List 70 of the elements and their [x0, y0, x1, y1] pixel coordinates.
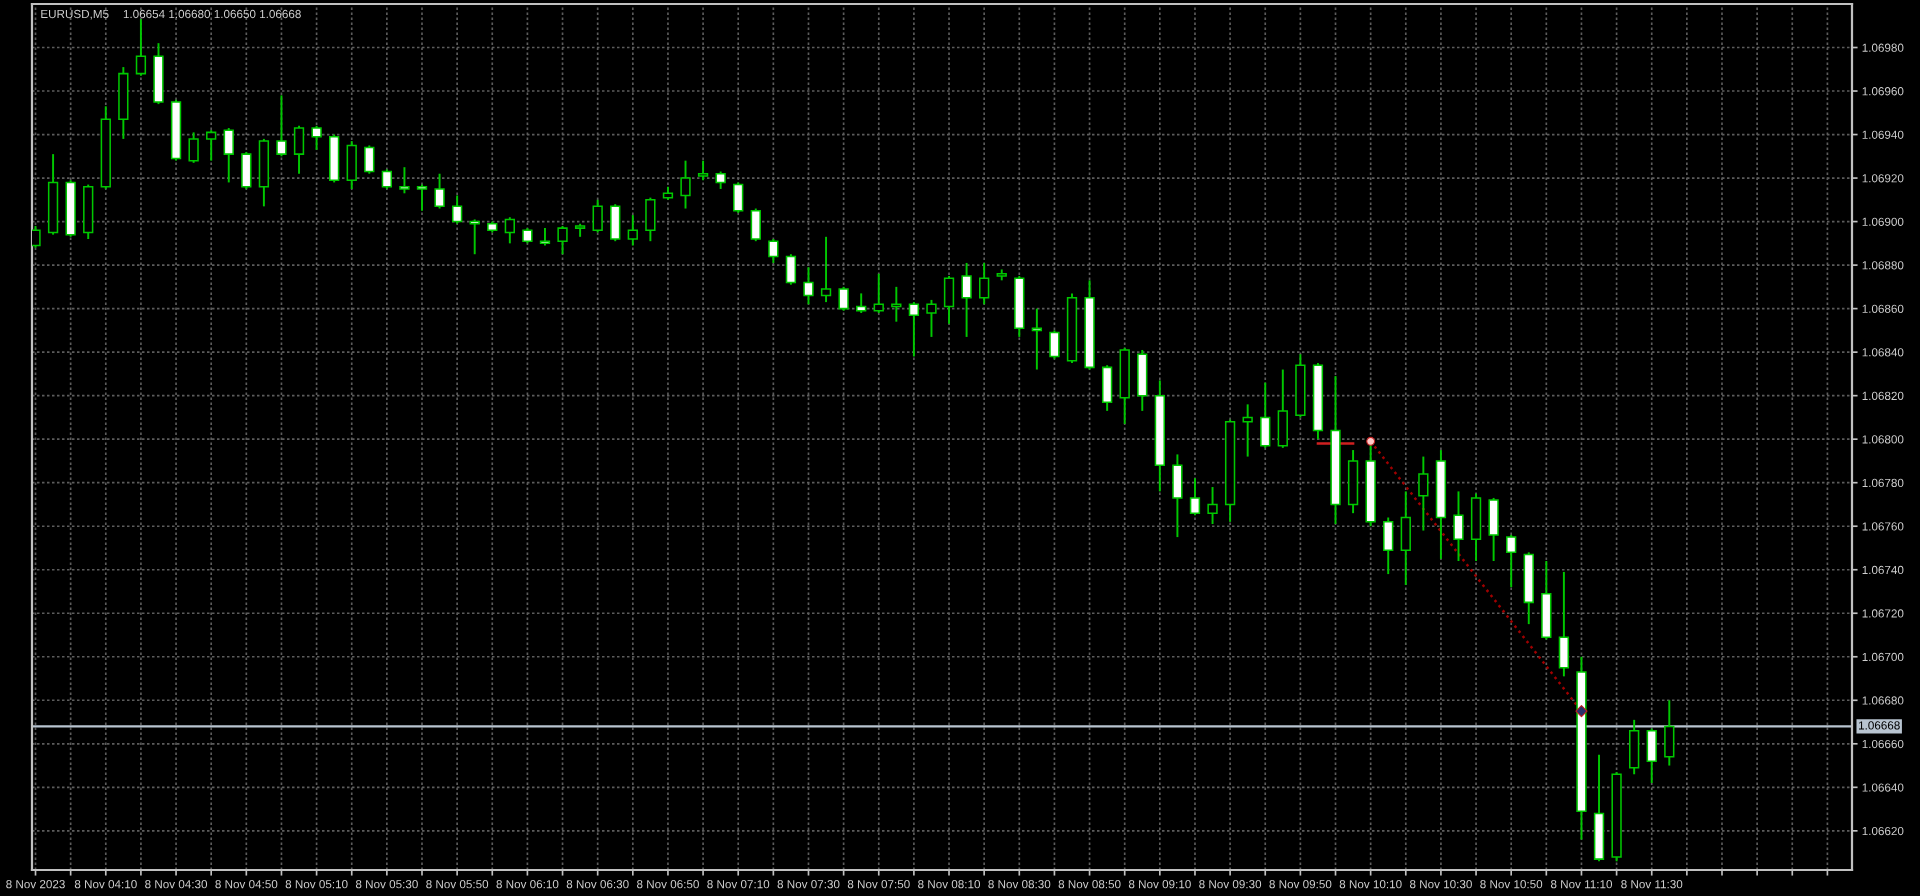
candlestick: [1646, 727, 1657, 784]
candlestick: [469, 218, 480, 256]
candlestick: [1400, 490, 1411, 586]
candlestick: [329, 133, 340, 184]
candlestick: [399, 166, 410, 195]
candlestick: [1119, 346, 1130, 425]
candlestick: [241, 150, 252, 190]
candlestick: [451, 194, 463, 225]
candlestick: [1523, 551, 1534, 626]
candlestick: [1541, 560, 1552, 641]
candlestick: [557, 224, 568, 256]
candlestick: [311, 124, 322, 151]
candlestick: [979, 261, 990, 306]
candlestick: [1049, 329, 1060, 360]
candlestick: [856, 292, 867, 314]
candlestick: [1593, 753, 1605, 863]
candlestick: [820, 235, 832, 304]
candlestick: [1488, 496, 1499, 562]
candlestick: [416, 183, 428, 212]
candlestick: [83, 183, 94, 240]
candlestick: [908, 301, 920, 358]
candlestick: [276, 94, 287, 158]
candlestick: [1031, 307, 1043, 371]
candlestick: [610, 203, 621, 243]
candlestick: [1470, 492, 1482, 562]
candlestick: [135, 18, 147, 77]
candlestick: [768, 238, 779, 264]
candlestick: [1172, 453, 1183, 539]
candlestick: [258, 137, 270, 208]
candlestick: [1629, 718, 1640, 776]
candlestick: [504, 216, 515, 245]
candlestick: [1137, 348, 1148, 412]
candlestick: [1383, 516, 1394, 576]
candlestick: [627, 214, 638, 247]
candlestick: [803, 266, 814, 306]
candlestick: [434, 172, 445, 210]
candlestick: [1506, 533, 1517, 589]
candlestick: [293, 124, 305, 175]
candlestick: [1101, 364, 1113, 412]
candlestick: [223, 127, 234, 184]
candlestick: [1260, 381, 1271, 449]
candlestick: [188, 131, 199, 164]
candlestick: [1418, 455, 1429, 532]
candlestick: [926, 298, 937, 338]
candlestick: [346, 140, 357, 190]
candlestick: [1189, 477, 1201, 517]
candlestick: [118, 66, 129, 140]
candlestick: [1277, 368, 1288, 449]
candlestick: [1453, 490, 1464, 562]
candlestick: [364, 144, 375, 175]
candlestick: [206, 129, 217, 162]
candlestick: [1347, 449, 1359, 515]
candlestick: [785, 253, 797, 286]
candlestick: [961, 261, 972, 338]
candlestick: [680, 159, 691, 210]
candlestick: [1558, 570, 1570, 678]
candlestick: [873, 272, 884, 314]
candlestick: [381, 168, 393, 190]
candlestick: [838, 285, 849, 312]
candlestick: [1207, 486, 1218, 526]
candlestick: [943, 275, 955, 325]
candlestick: [697, 159, 709, 182]
candlestick: [32, 224, 41, 249]
candlestick: [733, 181, 744, 214]
candlestick: [592, 198, 603, 234]
candlestick: [645, 196, 656, 243]
candlestick: [153, 42, 164, 106]
candlestick: [750, 207, 761, 243]
candlestick: [1664, 699, 1675, 767]
candlestick: [1242, 403, 1253, 458]
